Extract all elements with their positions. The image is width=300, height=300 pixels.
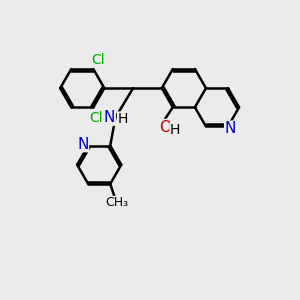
Text: CH₃: CH₃ [106,196,129,209]
Text: O: O [160,119,172,134]
Text: H: H [170,123,180,137]
Text: N: N [77,136,88,152]
Text: Cl: Cl [89,112,103,125]
Text: N: N [104,110,115,125]
Text: Cl: Cl [91,52,104,67]
Text: N: N [225,121,236,136]
Text: H: H [118,112,128,126]
